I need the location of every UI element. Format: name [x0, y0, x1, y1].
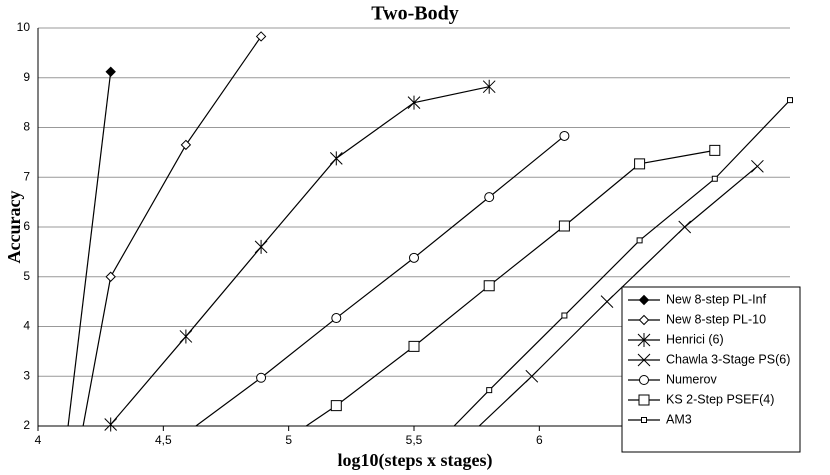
data-point	[482, 79, 496, 94]
data-point	[558, 220, 570, 232]
data-point	[525, 369, 539, 383]
legend-marker	[638, 294, 650, 306]
data-point	[407, 95, 421, 110]
data-point	[254, 239, 268, 254]
data-point	[600, 295, 614, 308]
y-tick-label: 3	[23, 368, 30, 382]
y-tick-label: 6	[23, 219, 30, 233]
data-point	[559, 130, 570, 141]
legend-marker	[638, 375, 650, 385]
data-point	[256, 372, 267, 383]
legend-label: New 8-step PL-Inf	[666, 292, 767, 306]
legend-label: Henrici (6)	[666, 332, 724, 346]
series-line	[82, 36, 262, 426]
data-point	[180, 139, 192, 151]
legend-label: Chawla 3-Stage PS(6)	[666, 352, 790, 366]
data-point	[561, 312, 568, 319]
series-line	[453, 99, 790, 426]
data-point	[179, 329, 193, 344]
data-point	[484, 192, 495, 203]
y-tick-label: 2	[23, 418, 30, 432]
series-line	[110, 86, 490, 425]
legend-label: AM3	[666, 412, 692, 426]
data-point	[751, 159, 764, 173]
x-tick-label: 4,5	[155, 433, 172, 447]
data-point	[678, 220, 692, 234]
legend-marker	[638, 394, 650, 406]
legend-label: New 8-step PL-10	[666, 312, 766, 326]
data-point	[711, 175, 718, 182]
data-point	[408, 340, 420, 352]
legend-box	[621, 286, 801, 453]
data-point	[104, 417, 118, 432]
y-axis-title: Accuracy	[4, 191, 24, 264]
data-point	[408, 252, 420, 263]
y-tick-label: 10	[17, 20, 31, 34]
data-point	[486, 387, 493, 394]
x-tick-label: 5	[285, 433, 292, 447]
legend-marker	[637, 353, 651, 367]
legend-marker	[638, 314, 650, 326]
data-point	[255, 31, 267, 42]
series-line	[195, 135, 565, 426]
x-tick-label: 4	[35, 433, 42, 447]
chart-title: Two-Body	[371, 3, 458, 25]
data-point	[787, 97, 793, 104]
legend-marker	[637, 333, 651, 347]
series-line	[67, 71, 112, 426]
legend-label: KS 2-Step PSEF(4)	[666, 392, 774, 406]
x-tick-label: 6	[536, 433, 543, 447]
data-point	[709, 144, 721, 156]
data-point	[105, 66, 116, 77]
y-tick-label: 5	[23, 269, 30, 283]
data-point	[329, 151, 343, 166]
data-point	[330, 400, 342, 412]
y-tick-label: 8	[23, 120, 30, 134]
y-tick-label: 7	[23, 169, 30, 183]
x-tick-label: 5,5	[406, 433, 423, 447]
x-axis-title: log10(steps x stages)	[338, 450, 493, 471]
legend-label: Numerov	[666, 372, 717, 386]
data-point	[636, 237, 643, 244]
y-tick-label: 4	[23, 319, 30, 333]
data-point	[483, 280, 495, 292]
y-tick-label: 9	[23, 70, 30, 84]
legend-marker	[641, 417, 647, 423]
data-point	[105, 271, 116, 282]
plot-area	[67, 36, 790, 426]
data-point	[331, 313, 342, 324]
data-point	[634, 158, 646, 170]
